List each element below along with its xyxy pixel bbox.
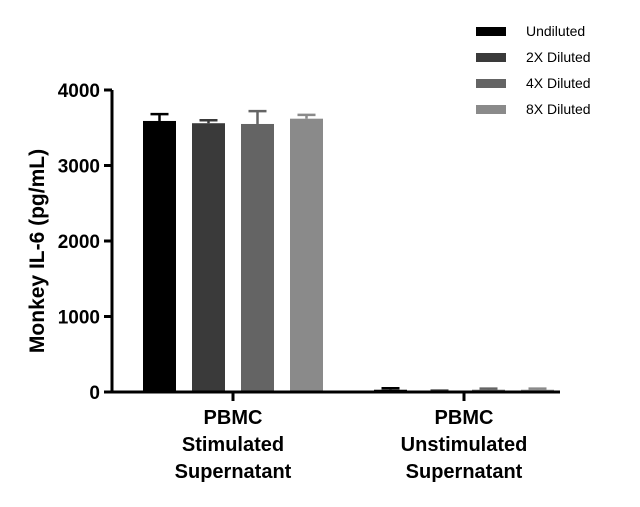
bar <box>290 118 323 392</box>
bars <box>143 109 554 392</box>
legend-swatch <box>476 79 506 88</box>
legend-label: Undiluted <box>526 23 585 39</box>
legend-swatch <box>476 53 506 62</box>
bar <box>241 123 274 392</box>
x-category-label: PBMC <box>204 407 263 429</box>
y-tick-label: 2000 <box>58 232 100 253</box>
x-category-label: Unstimulated <box>401 434 528 456</box>
y-tick-label: 4000 <box>58 81 100 102</box>
bar <box>143 120 176 392</box>
legend: Undiluted 2X Diluted 4X Diluted 8X Diluted <box>476 23 591 117</box>
y-tick-label: 1000 <box>58 308 100 329</box>
bar <box>192 123 225 392</box>
legend-label: 2X Diluted <box>526 49 591 65</box>
x-axis: PBMC Stimulated Supernatant PBMC Unstimulate… <box>110 390 560 483</box>
x-category-label: PBMC <box>435 407 494 429</box>
legend-label: 8X Diluted <box>526 101 591 117</box>
x-category-label: Supernatant <box>406 461 523 483</box>
legend-swatch <box>476 27 506 36</box>
y-axis: 0 1000 2000 3000 4000 <box>58 81 114 404</box>
x-category-label: Stimulated <box>182 434 284 456</box>
y-tick-label: 3000 <box>58 157 100 178</box>
y-tick-label: 0 <box>89 383 100 404</box>
y-axis-title: Monkey IL-6 (pg/mL) <box>26 149 49 353</box>
x-category-label: Supernatant <box>175 461 292 483</box>
legend-label: 4X Diluted <box>526 75 591 91</box>
legend-swatch <box>476 105 506 114</box>
